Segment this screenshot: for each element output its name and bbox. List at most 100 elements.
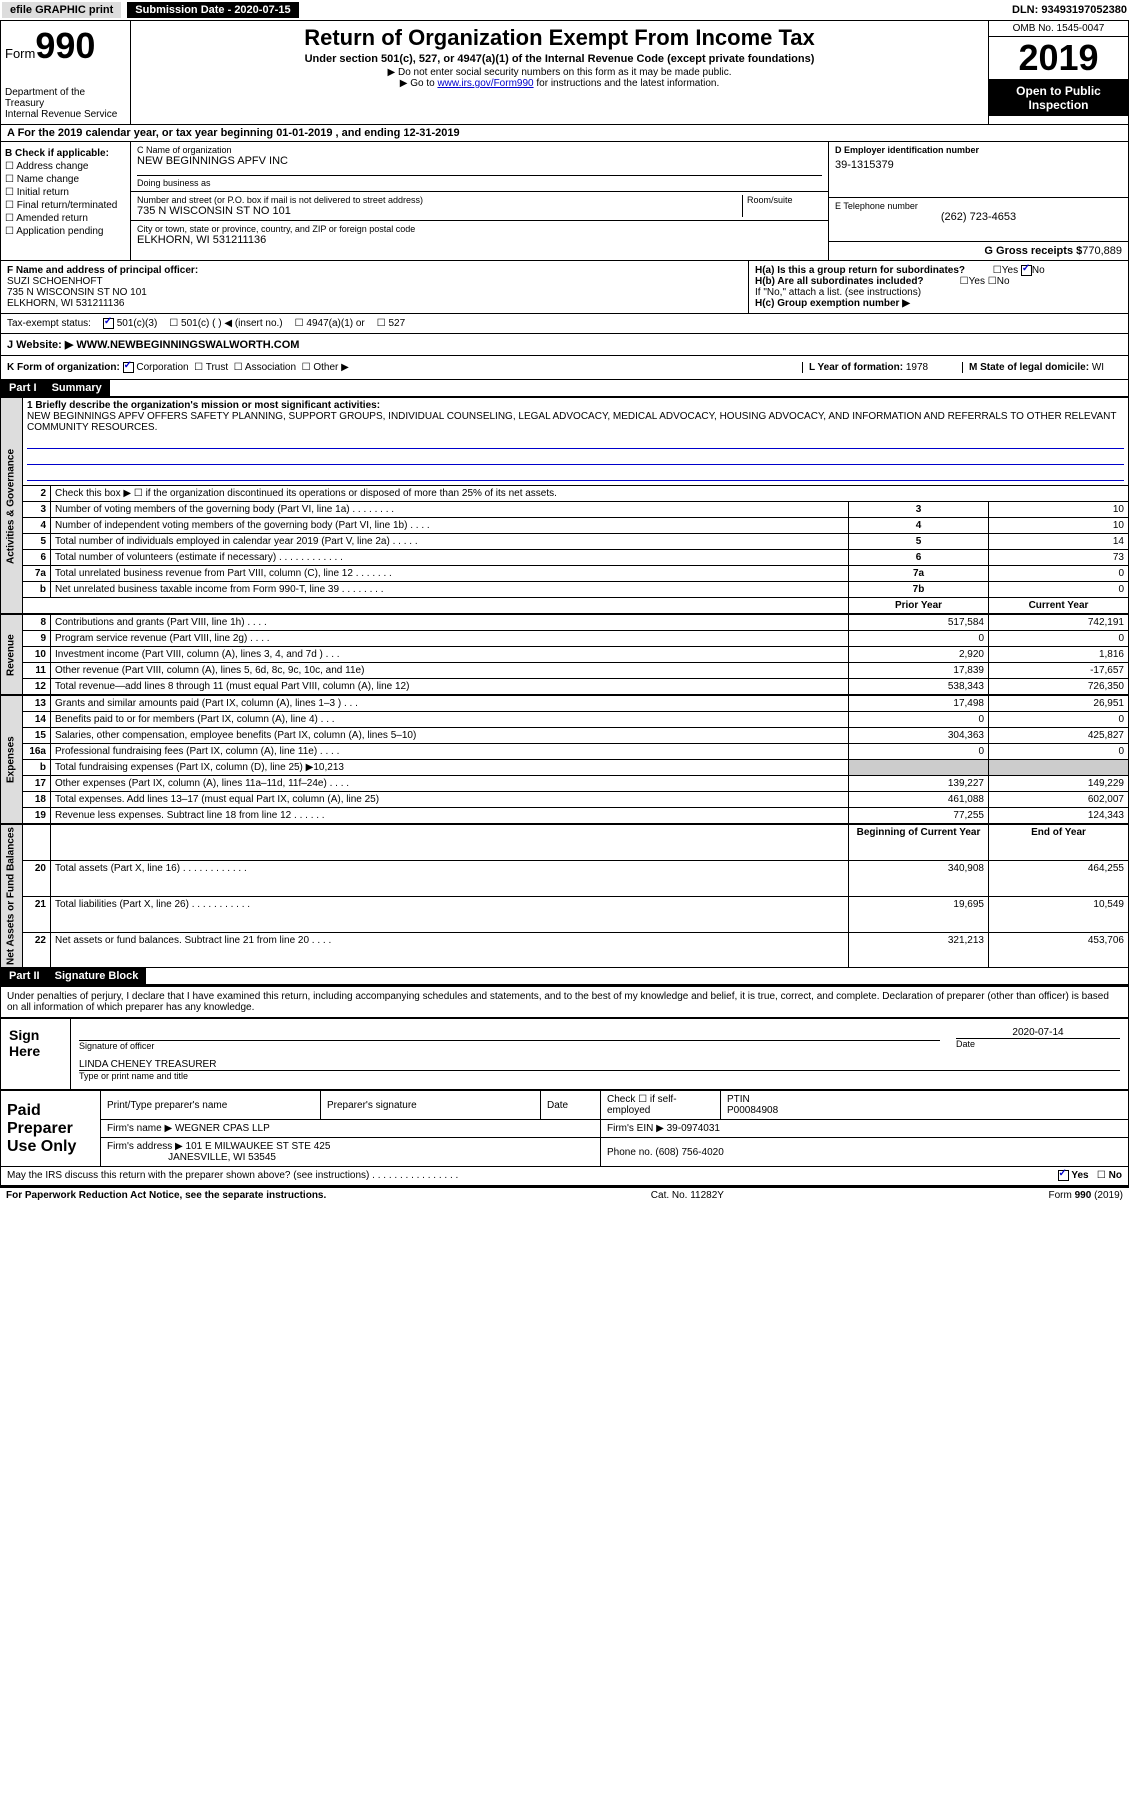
l-label: L Year of formation: <box>809 362 906 373</box>
row-n: 19 <box>23 808 51 824</box>
k-assoc[interactable]: Association <box>245 362 296 373</box>
row-cy: 149,229 <box>989 776 1129 792</box>
part1-header: Part I <box>1 380 45 396</box>
row-d: Total fundraising expenses (Part IX, col… <box>51 760 849 776</box>
paperwork-notice: For Paperwork Reduction Act Notice, see … <box>6 1190 326 1201</box>
row-py: 77,255 <box>849 808 989 824</box>
discuss-yes-check[interactable] <box>1058 1170 1069 1181</box>
hb-note: If "No," attach a list. (see instruction… <box>755 287 1122 298</box>
ha-no: No <box>1032 265 1045 276</box>
sign-here-label: Sign Here <box>1 1019 71 1089</box>
revenue-sidelabel: Revenue <box>1 615 23 695</box>
gross-value: 770,889 <box>1082 245 1122 257</box>
row-n: 5 <box>23 534 51 550</box>
row-cy <box>989 760 1129 776</box>
row-cy: 0 <box>989 712 1129 728</box>
hc-label: H(c) Group exemption number ▶ <box>755 298 910 309</box>
part2-header: Part II <box>1 968 48 984</box>
form-number: 990 <box>35 25 95 66</box>
mission-text: NEW BEGINNINGS APFV OFFERS SAFETY PLANNI… <box>27 411 1116 433</box>
dln-label: DLN: 93493197052380 <box>1012 4 1127 16</box>
orgname-label: C Name of organization <box>137 145 822 155</box>
prep-sig-label: Preparer's signature <box>321 1091 541 1120</box>
sig-date: 2020-07-14 <box>956 1027 1120 1039</box>
row-cy: -17,657 <box>989 663 1129 679</box>
row-d: Total expenses. Add lines 13–17 (must eq… <box>51 792 849 808</box>
firm-label: Firm's name ▶ <box>107 1123 172 1134</box>
discuss-label: May the IRS discuss this return with the… <box>7 1170 1058 1181</box>
tax-4947[interactable]: 4947(a)(1) or <box>306 318 364 329</box>
discuss-no[interactable]: No <box>1109 1171 1122 1182</box>
row-v: 10 <box>989 502 1129 518</box>
row-cy: 26,951 <box>989 696 1129 712</box>
row-b: 3 <box>849 502 989 518</box>
prep-date-label: Date <box>541 1091 601 1120</box>
ptin-value: P00084908 <box>727 1105 778 1116</box>
row-py: 139,227 <box>849 776 989 792</box>
ptin-label: PTIN <box>727 1094 750 1105</box>
row-n: 22 <box>23 932 51 968</box>
row-py: 538,343 <box>849 679 989 695</box>
prep-check[interactable]: Check ☐ if self-employed <box>601 1091 721 1120</box>
phone-value: (262) 723-4653 <box>835 211 1122 223</box>
prep-name-label: Print/Type preparer's name <box>101 1091 321 1120</box>
ha-yes[interactable]: Yes <box>1002 265 1018 276</box>
paid-preparer-label: Paid Preparer Use Only <box>1 1091 101 1167</box>
ha-no-check[interactable] <box>1021 265 1032 276</box>
amended-return[interactable]: ☐ Amended return <box>5 213 126 224</box>
addr-change[interactable]: ☐ Address change <box>5 161 126 172</box>
row-py: 19,695 <box>849 896 989 932</box>
row-d: Net assets or fund balances. Subtract li… <box>51 932 849 968</box>
k-corp-check[interactable] <box>123 362 134 373</box>
app-pending[interactable]: ☐ Application pending <box>5 226 126 237</box>
row-n: 7a <box>23 566 51 582</box>
firm-addr-label: Firm's address ▶ <box>107 1141 183 1152</box>
form990-link[interactable]: www.irs.gov/Form990 <box>437 78 533 89</box>
row-d: Program service revenue (Part VIII, line… <box>51 631 849 647</box>
form-title: Return of Organization Exempt From Incom… <box>135 25 984 51</box>
row-n: 8 <box>23 615 51 631</box>
firm-name: WEGNER CPAS LLP <box>175 1123 270 1134</box>
row-cy: 10,549 <box>989 896 1129 932</box>
initial-return[interactable]: ☐ Initial return <box>5 187 126 198</box>
signature-declaration: Under penalties of perjury, I declare th… <box>1 987 1128 1017</box>
firm-addr1: 101 E MILWAUKEE ST STE 425 <box>186 1141 331 1152</box>
row-b: 7b <box>849 582 989 598</box>
hb-yes[interactable]: Yes <box>969 276 985 287</box>
check-b-title: B Check if applicable: <box>5 148 126 159</box>
row-cy: 1,816 <box>989 647 1129 663</box>
officer-addr2: ELKHORN, WI 531211136 <box>7 298 742 309</box>
row-cy: 0 <box>989 631 1129 647</box>
efile-button[interactable]: efile GRAPHIC print <box>2 2 121 18</box>
tax-status-label: Tax-exempt status: <box>7 318 91 329</box>
name-change[interactable]: ☐ Name change <box>5 174 126 185</box>
tax-501c[interactable]: 501(c) ( ) ◀ (insert no.) <box>181 318 283 329</box>
eoy-label: End of Year <box>989 825 1129 861</box>
row-cy: 464,255 <box>989 861 1129 897</box>
current-year-label: Current Year <box>989 598 1129 614</box>
l-value: 1978 <box>906 362 928 373</box>
firm-ein: 39-0974031 <box>667 1123 720 1134</box>
m-label: M State of legal domicile: <box>969 362 1092 373</box>
firm-phone: (608) 756-4020 <box>655 1147 723 1158</box>
row-n: 11 <box>23 663 51 679</box>
row-b: 7a <box>849 566 989 582</box>
tax-year: 2019 <box>989 37 1128 80</box>
hb-no[interactable]: No <box>997 276 1010 287</box>
row-cy: 726,350 <box>989 679 1129 695</box>
row-cy: 425,827 <box>989 728 1129 744</box>
subtitle-1: Under section 501(c), 527, or 4947(a)(1)… <box>135 53 984 65</box>
row-cy: 0 <box>989 744 1129 760</box>
row-py: 461,088 <box>849 792 989 808</box>
city-state-zip: ELKHORN, WI 531211136 <box>137 234 822 246</box>
row-d: Net unrelated business taxable income fr… <box>51 582 849 598</box>
k-trust[interactable]: Trust <box>206 362 228 373</box>
row-cy: 742,191 <box>989 615 1129 631</box>
501c3-check[interactable] <box>103 318 114 329</box>
tax-527[interactable]: 527 <box>389 318 406 329</box>
row-n: 15 <box>23 728 51 744</box>
final-return[interactable]: ☐ Final return/terminated <box>5 200 126 211</box>
form-label: Form <box>5 46 35 61</box>
row-py: 321,213 <box>849 932 989 968</box>
k-other[interactable]: Other ▶ <box>313 362 348 373</box>
